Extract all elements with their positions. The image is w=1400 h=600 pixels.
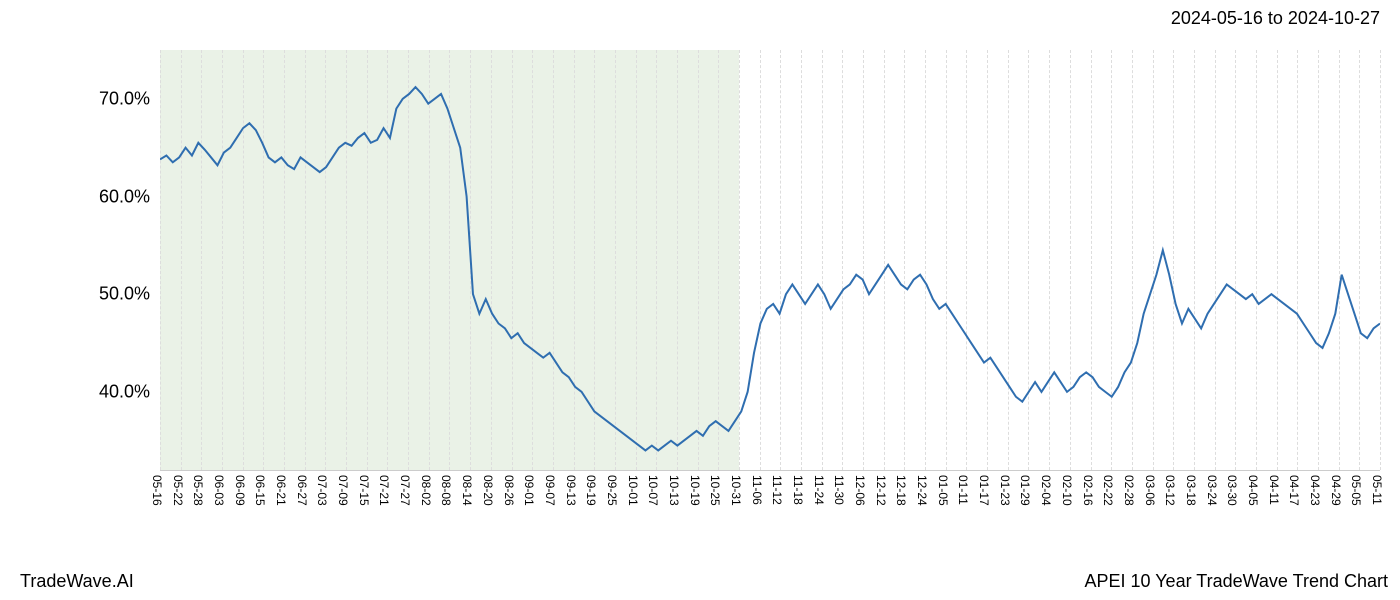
x-tick-label: 01-11 (956, 475, 970, 505)
x-tick-label: 02-10 (1060, 475, 1074, 506)
x-tick-label: 06-15 (253, 475, 267, 506)
x-tick-label: 08-08 (439, 475, 453, 506)
x-tick-label: 07-15 (357, 475, 371, 506)
x-tick-label: 01-17 (977, 475, 991, 506)
x-tick-label: 03-24 (1205, 475, 1219, 506)
x-tick-label: 12-18 (894, 475, 908, 506)
x-tick-label: 09-13 (564, 475, 578, 506)
x-tick-label: 10-13 (667, 475, 681, 506)
x-tick-label: 02-04 (1039, 475, 1053, 506)
trend-line (160, 87, 1380, 450)
x-tick-label: 08-20 (481, 475, 495, 506)
x-tick-label: 10-19 (688, 475, 702, 506)
line-layer (160, 50, 1380, 470)
x-tick-label: 02-22 (1101, 475, 1115, 506)
x-tick-label: 06-27 (295, 475, 309, 506)
x-tick-label: 09-25 (605, 475, 619, 506)
x-tick-label: 12-06 (853, 475, 867, 506)
x-tick-label: 06-21 (274, 475, 288, 506)
x-tick-label: 10-01 (626, 475, 640, 506)
x-tick-label: 08-26 (502, 475, 516, 506)
x-tick-label: 11-30 (832, 475, 846, 505)
x-tick-label: 08-02 (419, 475, 433, 506)
x-tick-label: 06-03 (212, 475, 226, 506)
x-tick-label: 05-05 (1349, 475, 1363, 506)
y-tick-label: 70.0% (99, 88, 150, 109)
x-tick-label: 05-22 (171, 475, 185, 506)
x-tick-label: 11-06 (750, 475, 764, 505)
x-tick-label: 11-24 (812, 475, 826, 505)
x-tick-label: 02-16 (1081, 475, 1095, 506)
date-range-label: 2024-05-16 to 2024-10-27 (1171, 8, 1380, 29)
x-tick-label: 09-07 (543, 475, 557, 506)
x-tick-label: 01-05 (936, 475, 950, 506)
brand-label: TradeWave.AI (20, 571, 134, 592)
x-tick-label: 09-01 (522, 475, 536, 506)
x-tick-label: 06-09 (233, 475, 247, 506)
x-tick-label: 12-12 (874, 475, 888, 506)
x-tick-label: 04-23 (1308, 475, 1322, 506)
x-tick-label: 04-17 (1287, 475, 1301, 506)
trend-chart: 40.0% 50.0% 60.0% 70.0% 05-16 05-22 05-28 06-03… (80, 50, 1380, 520)
x-tick-label: 04-29 (1329, 475, 1343, 506)
y-tick-label: 60.0% (99, 186, 150, 207)
x-tick-label: 10-31 (729, 475, 743, 506)
x-tick-label: 05-11 (1370, 475, 1384, 505)
x-tick-label: 01-29 (1018, 475, 1032, 506)
x-tick-label: 12-24 (915, 475, 929, 506)
x-tick-label: 04-05 (1246, 475, 1260, 506)
y-tick-label: 40.0% (99, 381, 150, 402)
chart-title: APEI 10 Year TradeWave Trend Chart (1084, 571, 1388, 592)
x-tick-label: 11-12 (770, 475, 784, 505)
x-tick-label: 07-09 (336, 475, 350, 506)
x-tick-label: 04-11 (1267, 475, 1281, 505)
x-tick-label: 07-27 (398, 475, 412, 506)
x-tick-label: 08-14 (460, 475, 474, 506)
x-tick-label: 03-18 (1184, 475, 1198, 506)
x-tick-label: 03-06 (1143, 475, 1157, 506)
x-tick-label: 03-12 (1163, 475, 1177, 506)
x-tick-label: 09-19 (584, 475, 598, 506)
x-tick-label: 10-25 (708, 475, 722, 506)
x-tick-label: 01-23 (998, 475, 1012, 506)
x-tick-label: 03-30 (1225, 475, 1239, 506)
x-tick-label: 05-28 (191, 475, 205, 506)
x-tick-label: 02-28 (1122, 475, 1136, 506)
x-tick-label: 10-07 (646, 475, 660, 506)
y-tick-label: 50.0% (99, 284, 150, 305)
x-tick-label: 11-18 (791, 475, 805, 505)
grid-line (1380, 50, 1381, 470)
x-tick-label: 05-16 (150, 475, 164, 506)
x-tick-label: 07-03 (315, 475, 329, 506)
x-tick-label: 07-21 (377, 475, 391, 506)
